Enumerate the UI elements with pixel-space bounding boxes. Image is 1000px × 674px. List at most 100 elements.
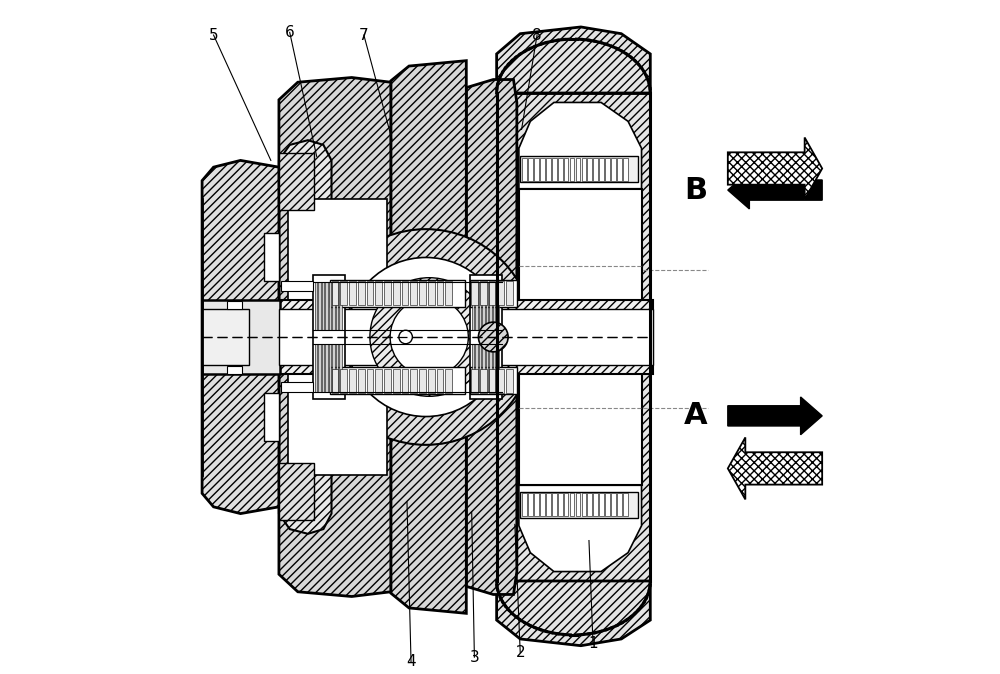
- Bar: [570, 158, 574, 181]
- Text: A: A: [684, 401, 708, 431]
- Bar: [393, 369, 400, 393]
- Bar: [522, 493, 527, 516]
- Bar: [375, 369, 382, 393]
- Bar: [520, 156, 638, 182]
- Bar: [493, 344, 495, 392]
- Circle shape: [370, 278, 489, 396]
- Bar: [599, 493, 604, 516]
- Bar: [315, 282, 317, 330]
- Bar: [611, 493, 616, 516]
- Bar: [445, 281, 452, 305]
- Bar: [587, 158, 592, 181]
- Bar: [349, 281, 356, 305]
- Bar: [482, 344, 485, 392]
- Bar: [336, 282, 338, 330]
- Bar: [227, 301, 242, 309]
- Bar: [497, 281, 504, 305]
- Bar: [313, 275, 345, 399]
- Bar: [332, 344, 335, 392]
- Bar: [402, 369, 408, 393]
- Bar: [593, 493, 598, 516]
- Bar: [540, 158, 545, 181]
- Bar: [522, 158, 527, 181]
- Bar: [534, 158, 539, 181]
- Bar: [623, 493, 628, 516]
- Bar: [340, 369, 347, 393]
- Bar: [202, 309, 249, 365]
- Bar: [419, 369, 426, 393]
- Text: 2: 2: [515, 645, 525, 660]
- Bar: [506, 369, 513, 393]
- Bar: [202, 300, 280, 374]
- Bar: [593, 158, 598, 181]
- Bar: [528, 493, 533, 516]
- Bar: [617, 493, 622, 516]
- Bar: [623, 158, 628, 181]
- Bar: [322, 282, 324, 330]
- Bar: [558, 158, 563, 181]
- Bar: [330, 280, 465, 307]
- Bar: [332, 281, 338, 305]
- Bar: [332, 369, 338, 393]
- Bar: [349, 369, 356, 393]
- Polygon shape: [497, 27, 650, 93]
- Bar: [318, 344, 321, 392]
- Bar: [605, 158, 610, 181]
- Bar: [329, 344, 331, 392]
- Text: 7: 7: [359, 28, 369, 42]
- Bar: [318, 282, 321, 330]
- Polygon shape: [728, 137, 822, 200]
- Bar: [605, 493, 610, 516]
- Bar: [576, 493, 580, 516]
- Polygon shape: [279, 470, 332, 534]
- Bar: [489, 282, 492, 330]
- Bar: [410, 281, 417, 305]
- Circle shape: [390, 298, 468, 376]
- Bar: [410, 369, 417, 393]
- Bar: [486, 282, 488, 330]
- Bar: [497, 93, 650, 581]
- Text: 3: 3: [470, 650, 479, 665]
- Bar: [582, 493, 586, 516]
- Bar: [279, 153, 314, 210]
- Bar: [470, 280, 517, 307]
- Bar: [564, 158, 568, 181]
- Bar: [264, 393, 279, 441]
- Bar: [322, 344, 324, 392]
- Circle shape: [346, 257, 505, 417]
- Bar: [279, 309, 653, 365]
- Bar: [339, 282, 342, 330]
- Bar: [493, 282, 495, 330]
- Circle shape: [399, 330, 412, 344]
- Bar: [570, 493, 574, 516]
- Text: 8: 8: [532, 28, 542, 42]
- Bar: [340, 281, 347, 305]
- Bar: [480, 369, 487, 393]
- Bar: [564, 493, 568, 516]
- Bar: [330, 367, 465, 394]
- Bar: [471, 369, 478, 393]
- Bar: [496, 344, 499, 392]
- Bar: [489, 369, 495, 393]
- Polygon shape: [348, 128, 391, 189]
- Bar: [534, 493, 539, 516]
- Bar: [471, 281, 478, 305]
- Bar: [281, 281, 313, 291]
- Bar: [472, 344, 474, 392]
- Bar: [264, 233, 279, 281]
- Bar: [437, 369, 443, 393]
- Polygon shape: [279, 78, 391, 596]
- Bar: [519, 189, 642, 485]
- Bar: [611, 158, 616, 181]
- Bar: [475, 282, 478, 330]
- Bar: [279, 463, 314, 520]
- Text: 1: 1: [588, 636, 598, 651]
- Bar: [472, 282, 474, 330]
- Circle shape: [318, 229, 534, 445]
- Bar: [339, 344, 342, 392]
- Bar: [486, 344, 488, 392]
- Bar: [506, 281, 513, 305]
- Bar: [375, 281, 382, 305]
- Polygon shape: [728, 437, 822, 499]
- Bar: [489, 344, 492, 392]
